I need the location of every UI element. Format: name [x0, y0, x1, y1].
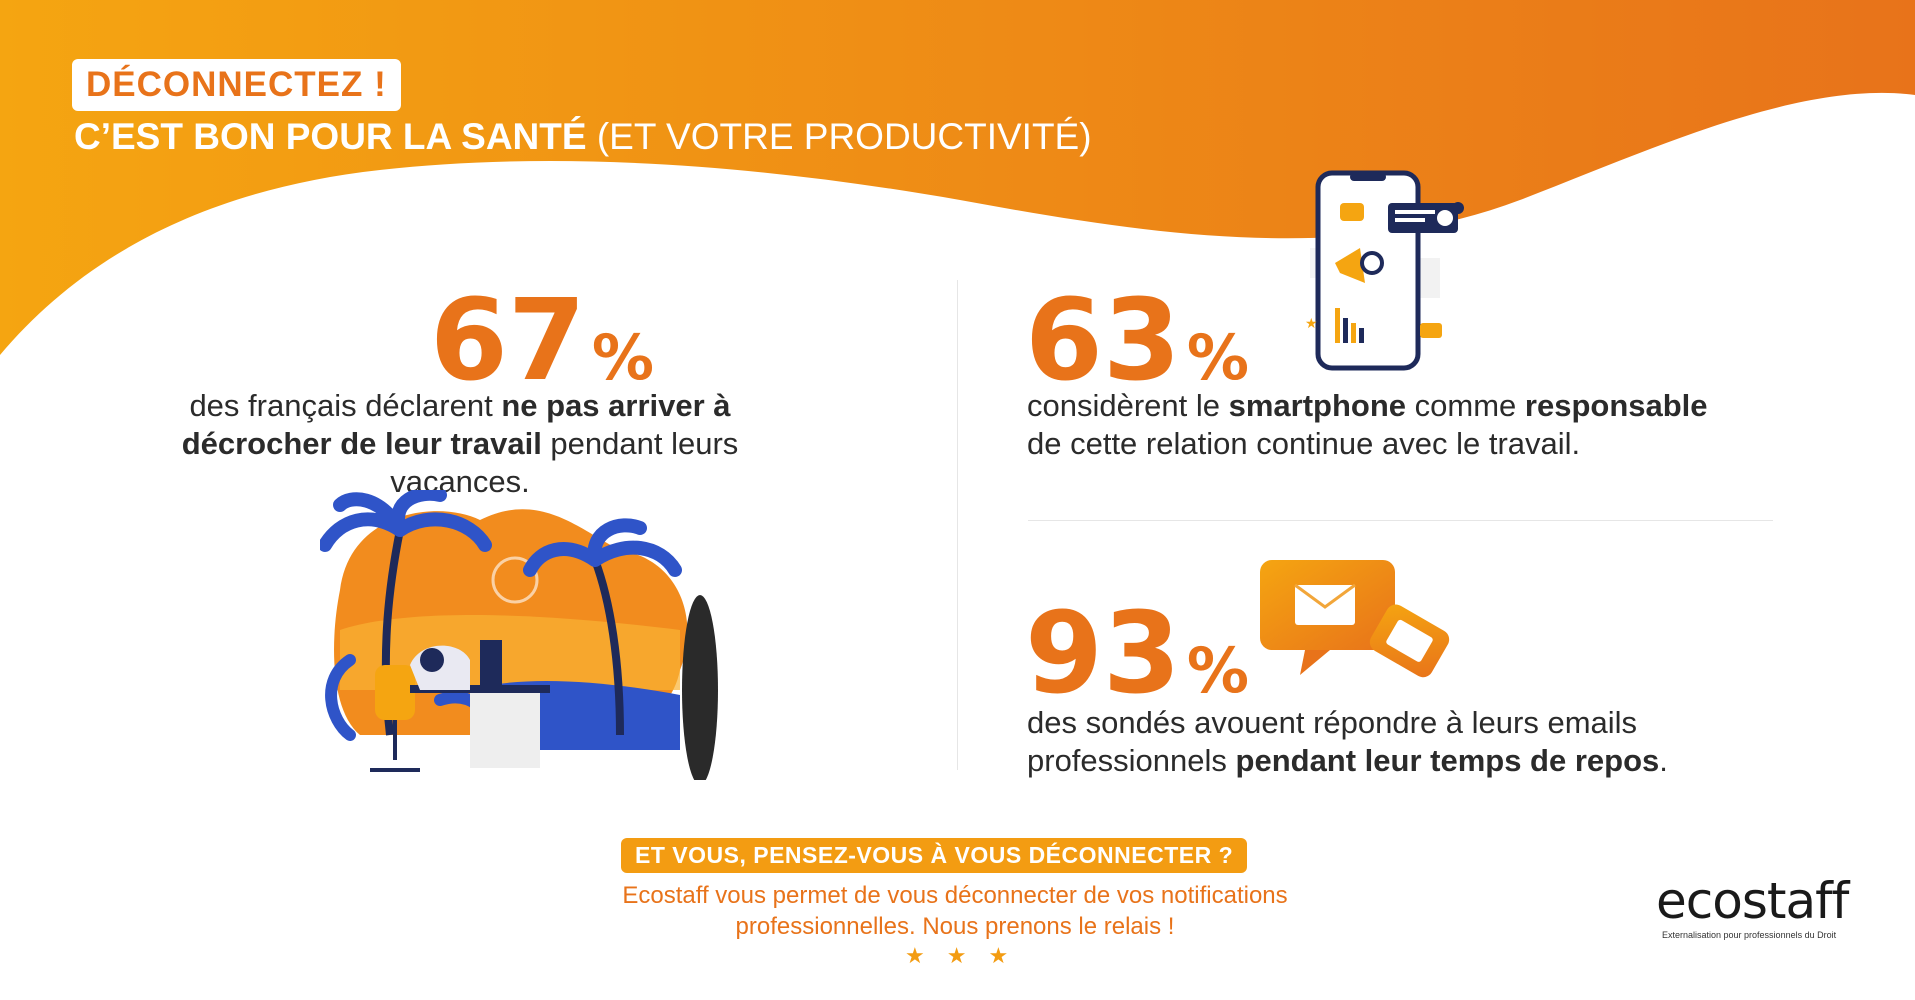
title-badge: DÉCONNECTEZ !	[72, 59, 401, 111]
stat-93-line1: des sondés avouent répondre à leurs emai…	[1027, 705, 1638, 740]
stat-63-number: 63%	[1025, 285, 1249, 397]
stat-67-bold2: décrocher de leur travail	[181, 426, 542, 461]
subtitle: C’EST BON POUR LA SANTÉ (ET VOTRE PRODUC…	[74, 116, 1092, 158]
stat-93-post: .	[1659, 743, 1668, 778]
subtitle-bold: C’EST BON POUR LA SANTÉ	[74, 116, 587, 157]
horizontal-divider	[1028, 520, 1773, 521]
stat-63-bold1: smartphone	[1228, 388, 1407, 423]
stat-93-value: 93	[1025, 589, 1181, 719]
cta-line1: Ecostaff vous permet de vous déconnecter…	[622, 882, 1288, 909]
stat-63-description: considèrent le smartphone comme responsa…	[1027, 387, 1827, 463]
stat-67-pre: des français déclarent	[189, 388, 502, 423]
svg-text:★: ★	[1305, 316, 1318, 332]
stat-67-bold1: ne pas arriver à	[501, 388, 731, 423]
stat-63-line2: de cette relation continue avec le trava…	[1027, 426, 1581, 461]
vertical-divider	[957, 280, 958, 770]
cta-banner: ET VOUS, PENSEZ-VOUS À VOUS DÉCONNECTER …	[621, 838, 1248, 873]
stat-63-bold2: responsable	[1524, 388, 1708, 423]
decorative-stars: ★★★	[905, 943, 1031, 968]
stat-93-unit: %	[1186, 634, 1249, 707]
beach-desk-illustration	[320, 490, 718, 780]
logo-name: ecostaff	[1656, 872, 1849, 930]
stat-67-unit: %	[591, 321, 654, 394]
stat-63-pre: considèrent le	[1027, 388, 1229, 423]
stat-93-bold: pendant leur temps de repos	[1235, 743, 1660, 778]
cta-description: Ecostaff vous permet de vous déconnecter…	[540, 880, 1370, 942]
stat-63-value: 63	[1025, 276, 1181, 406]
title-badge-text: DÉCONNECTEZ !	[86, 65, 387, 104]
stat-63-mid: comme	[1406, 388, 1525, 423]
stat-67-value: 67	[430, 276, 586, 406]
smartphone-illustration: ★	[1305, 170, 1464, 371]
stat-93-number: 93%	[1025, 598, 1249, 710]
subtitle-light: (ET VOTRE PRODUCTIVITÉ)	[596, 116, 1092, 157]
ecostaff-logo: ecostaff Externalisation pour profession…	[1656, 872, 1849, 940]
stat-67-post: pendant leurs vacances.	[390, 426, 739, 499]
stat-93-description: des sondés avouent répondre à leurs emai…	[1027, 704, 1847, 780]
message-bubbles-illustration	[1260, 560, 1450, 678]
stat-67-number: 67%	[430, 285, 654, 397]
stat-63-unit: %	[1186, 321, 1249, 394]
stat-93-pre2: professionnels	[1027, 743, 1236, 778]
cta-label: ET VOUS, PENSEZ-VOUS À VOUS DÉCONNECTER …	[635, 842, 1234, 868]
stat-67-description: des français déclarent ne pas arriver à …	[110, 387, 810, 501]
logo-tagline: Externalisation pour professionnels du D…	[1662, 930, 1837, 940]
cta-line2: professionnelles. Nous prenons le relais…	[735, 913, 1175, 940]
